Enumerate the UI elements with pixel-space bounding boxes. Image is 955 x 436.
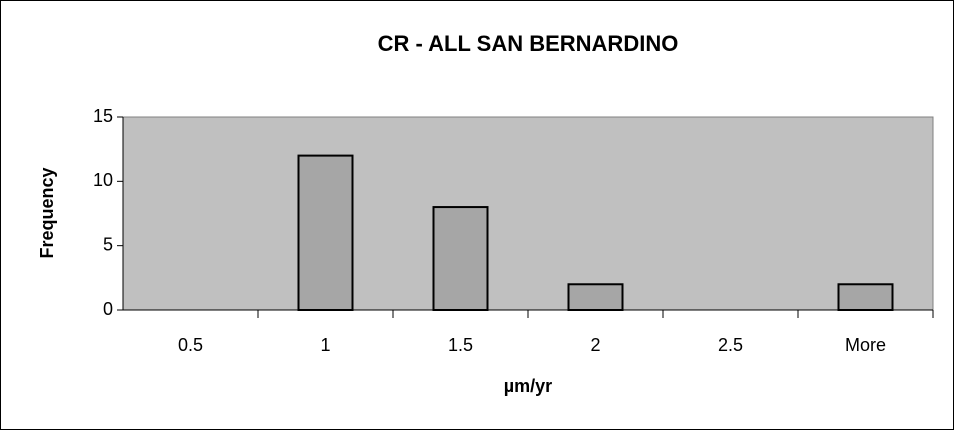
x-axis-label: µm/yr (504, 376, 552, 396)
x-tick-label: 1 (320, 335, 330, 355)
x-tick-label: 2.5 (718, 335, 743, 355)
bar (567, 283, 624, 311)
x-tick-label: 2 (590, 335, 600, 355)
y-tick-label: 5 (103, 234, 113, 254)
y-tick-label: 15 (93, 106, 113, 126)
y-tick-label: 10 (93, 170, 113, 190)
bar (837, 283, 894, 311)
x-tick-label: 1.5 (448, 335, 473, 355)
y-axis-label: Frequency (37, 167, 57, 258)
x-tick-label: More (845, 335, 886, 355)
plot-area (122, 116, 934, 311)
chart-title: CR - ALL SAN BERNARDINO (378, 31, 679, 56)
x-tick-label: 0.5 (178, 335, 203, 355)
bar (432, 206, 489, 311)
y-tick-label: 0 (103, 299, 113, 319)
bar (297, 154, 354, 311)
